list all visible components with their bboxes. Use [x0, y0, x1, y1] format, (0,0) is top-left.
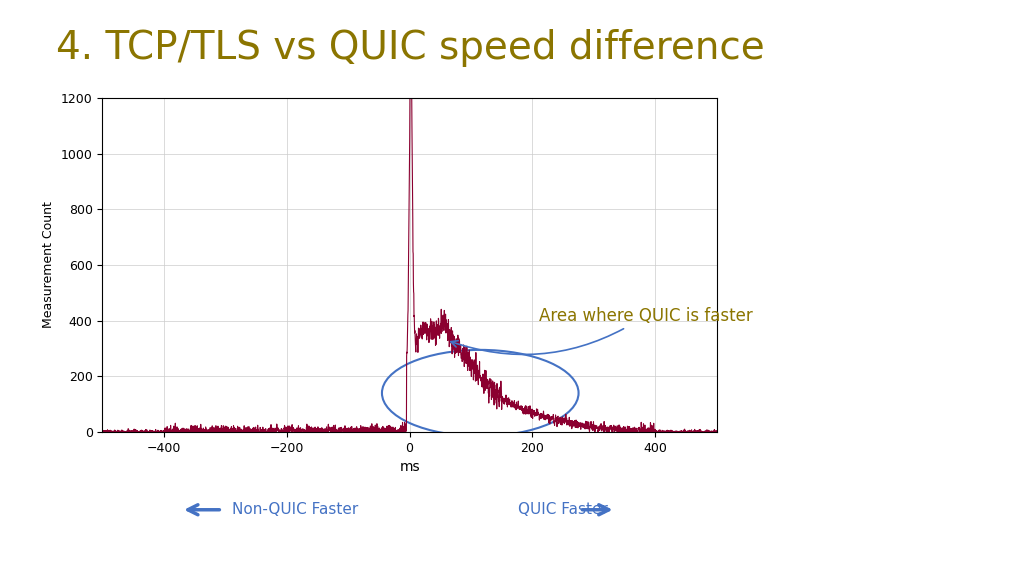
Text: Non-QUIC Faster: Non-QUIC Faster	[232, 502, 358, 517]
Y-axis label: Measurement Count: Measurement Count	[42, 202, 55, 328]
Text: 4. TCP/TLS vs QUIC speed difference: 4. TCP/TLS vs QUIC speed difference	[56, 29, 765, 67]
Text: Area where QUIC is faster: Area where QUIC is faster	[451, 306, 753, 354]
X-axis label: ms: ms	[399, 460, 420, 474]
Text: QUIC Faster: QUIC Faster	[518, 502, 608, 517]
